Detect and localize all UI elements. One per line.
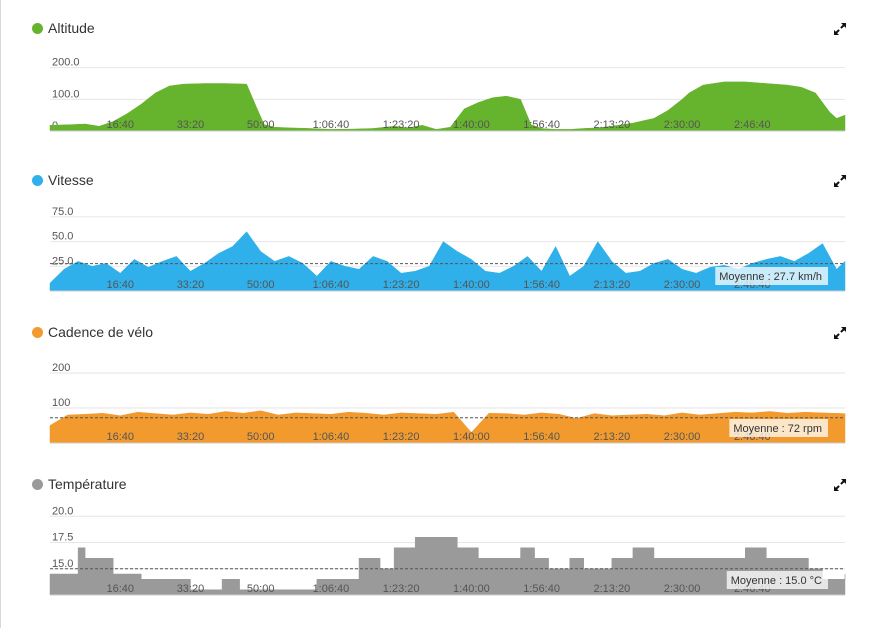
vitesse-legend-dot	[32, 175, 43, 186]
vitesse-average-label: Moyenne : 27.7 km/h	[719, 271, 822, 283]
x-tick-label: 2:30:00	[664, 119, 701, 131]
x-tick-label: 1:40:00	[453, 279, 490, 291]
x-tick-label: 1:56:40	[523, 279, 560, 291]
x-tick-label: 2:13:20	[593, 583, 630, 595]
altitude-chart: 200.0100.0016:4033:2050:001:06:401:23:20…	[49, 57, 846, 132]
altitude-legend-dot	[32, 23, 43, 34]
temperature-average-label: Moyenne : 15.0 °C	[731, 575, 822, 587]
x-tick-label: 33:20	[177, 583, 205, 595]
x-tick-label: 1:06:40	[313, 279, 350, 291]
x-tick-label: 1:06:40	[313, 431, 350, 443]
y-tick-label: 200	[52, 362, 70, 374]
average-label-box	[729, 419, 828, 437]
x-tick-label: 50:00	[247, 583, 275, 595]
x-tick-label: 1:23:20	[383, 583, 420, 595]
x-tick-label: 2:13:20	[593, 279, 630, 291]
expand-icon[interactable]	[833, 326, 847, 340]
cadence-average-label: Moyenne : 72 rpm	[733, 423, 822, 435]
temperature-chart-title[interactable]: Température	[48, 476, 127, 492]
x-tick-label: 1:06:40	[313, 119, 350, 131]
x-tick-label: 2:30:00	[664, 431, 701, 443]
temperature-legend-dot	[32, 479, 43, 490]
x-tick-label: 1:40:00	[453, 583, 490, 595]
temperature-chart: 20.017.515.012.516:4033:2050:001:06:401:…	[49, 505, 846, 596]
x-tick-label: 2:30:00	[664, 583, 701, 595]
x-tick-label: 1:56:40	[523, 583, 560, 595]
y-tick-label: 17.5	[52, 532, 73, 544]
y-tick-label: 25.0	[52, 255, 73, 267]
expand-icon[interactable]	[833, 174, 847, 188]
x-tick-label: 1:06:40	[313, 583, 350, 595]
cadence-series-area[interactable]	[49, 410, 846, 444]
x-tick-label: 33:20	[177, 431, 205, 443]
x-tick-label: 1:23:20	[383, 279, 420, 291]
x-tick-label: 2:46:40	[734, 119, 771, 131]
x-tick-label: 16:40	[106, 279, 134, 291]
y-tick-label: 100.0	[52, 88, 80, 100]
cadence-chart: 200100016:4033:2050:001:06:401:23:201:40…	[49, 362, 846, 444]
y-tick-label: 50.0	[52, 231, 73, 243]
x-tick-label: 50:00	[247, 119, 275, 131]
expand-icon[interactable]	[833, 22, 847, 36]
x-tick-label: 1:23:20	[383, 431, 420, 443]
cadence-legend-dot	[32, 327, 43, 338]
vitesse-chart: 75.050.025.00.016:4033:2050:001:06:401:2…	[49, 206, 846, 292]
x-tick-label: 50:00	[247, 431, 275, 443]
x-tick-label: 2:30:00	[664, 279, 701, 291]
x-tick-label: 1:56:40	[523, 119, 560, 131]
x-tick-label: 1:40:00	[453, 431, 490, 443]
average-label-box	[726, 571, 828, 589]
y-tick-label: 100	[52, 397, 70, 409]
x-tick-label: 2:13:20	[593, 119, 630, 131]
temperature-series-area[interactable]	[49, 537, 846, 596]
average-label-box	[715, 267, 828, 285]
x-tick-label: 33:20	[177, 119, 205, 131]
x-tick-label: 16:40	[106, 583, 134, 595]
x-tick-label: 1:40:00	[453, 119, 490, 131]
altitude-series-area[interactable]	[49, 81, 846, 132]
x-tick-label: 33:20	[177, 279, 205, 291]
y-tick-label: 200.0	[52, 57, 80, 69]
vitesse-chart-title[interactable]: Vitesse	[48, 172, 94, 188]
cadence-chart-title[interactable]: Cadence de vélo	[48, 324, 154, 340]
x-tick-label: 2:13:20	[593, 431, 630, 443]
x-tick-label: 16:40	[106, 431, 134, 443]
y-tick-label: 15.0	[52, 558, 73, 570]
x-tick-label: 1:23:20	[383, 119, 420, 131]
x-tick-label: 1:56:40	[523, 431, 560, 443]
altitude-chart-title[interactable]: Altitude	[48, 20, 95, 36]
left-border	[0, 0, 1, 628]
x-tick-label: 50:00	[247, 279, 275, 291]
expand-icon[interactable]	[833, 478, 847, 492]
y-tick-label: 20.0	[52, 505, 73, 517]
x-tick-label: 16:40	[106, 119, 134, 131]
y-tick-label: 75.0	[52, 206, 73, 218]
